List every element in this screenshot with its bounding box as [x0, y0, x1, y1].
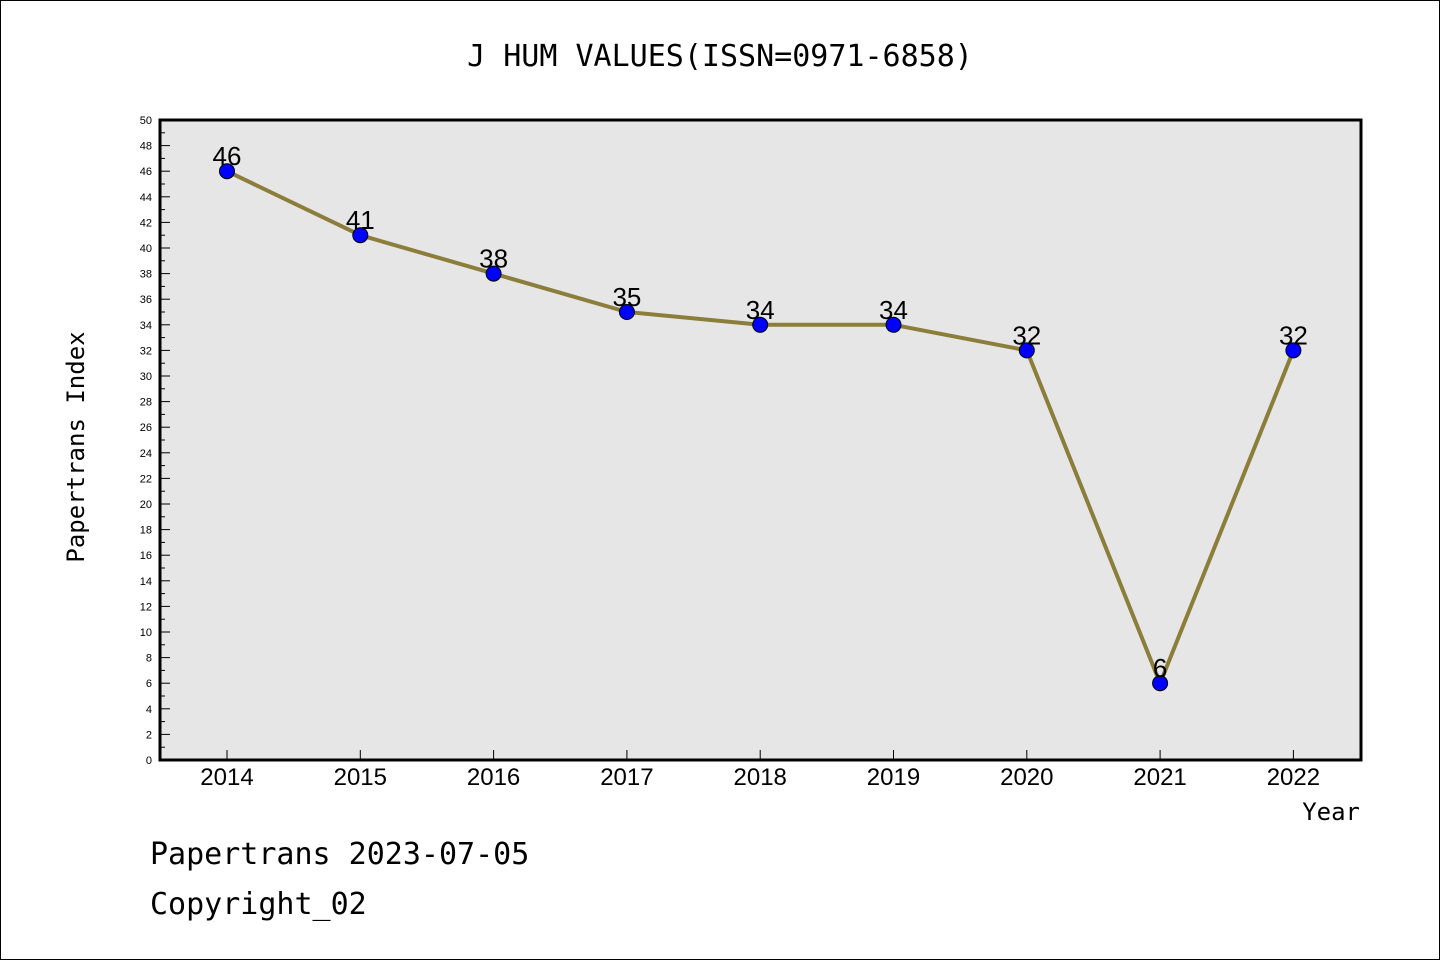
y-tick-label: 32 [140, 345, 152, 357]
footer-date: Papertrans 2023-07-05 [150, 837, 529, 872]
y-tick-label: 30 [140, 371, 152, 383]
data-label: 32 [1012, 320, 1041, 350]
y-tick-label: 26 [140, 422, 152, 434]
data-point [618, 304, 635, 320]
data-label: 46 [213, 141, 242, 171]
x-axis-label: Year [1302, 798, 1360, 826]
x-tick-label: 2015 [334, 764, 387, 791]
plot-border [158, 118, 1363, 762]
y-tick-label: 0 [146, 755, 152, 767]
data-point [1152, 675, 1169, 692]
data-point [485, 265, 502, 282]
y-tick-label: 6 [146, 678, 152, 690]
y-tick-label: 44 [140, 192, 152, 204]
y-tick-label: 40 [140, 243, 152, 255]
y-tick-label: 2 [146, 729, 152, 741]
y-tick-label: 42 [140, 217, 152, 229]
footer-copyright: Copyright_02 [150, 887, 367, 922]
x-tick-label: 2014 [200, 764, 253, 791]
x-tick-label: 2021 [1133, 764, 1186, 791]
x-tick-label: 2017 [600, 764, 653, 791]
y-tick-label: 20 [140, 499, 152, 511]
y-tick-label: 22 [140, 473, 152, 485]
y-tick-label: 18 [140, 525, 152, 537]
data-label: 38 [479, 244, 508, 274]
data-point [219, 163, 235, 180]
y-tick-label: 34 [140, 320, 152, 332]
y-tick-label: 4 [146, 704, 152, 716]
y-tick-label: 14 [140, 576, 152, 588]
y-tick-label: 10 [140, 627, 152, 639]
y-tick-label: 28 [140, 397, 152, 409]
y-axis: 0246810121416182022242628303234363840424… [140, 115, 170, 767]
x-tick-label: 2022 [1267, 764, 1320, 791]
y-tick-label: 12 [140, 601, 152, 613]
data-label: 34 [879, 295, 908, 325]
y-tick-label: 36 [140, 294, 152, 306]
data-label: 32 [1279, 320, 1308, 350]
x-axis: 2014 2015 2016 2017 2018 2019 2020 2021 2022 [200, 750, 1320, 791]
x-tick-label: 2020 [1000, 764, 1053, 791]
data-label: 41 [346, 205, 375, 235]
data-point [885, 316, 902, 333]
data-label: 35 [612, 282, 641, 312]
y-tick-label: 46 [140, 166, 152, 178]
y-tick-label: 8 [146, 653, 152, 665]
x-tick-label: 2016 [467, 764, 520, 791]
data-point [1018, 342, 1035, 359]
x-tick-label: 2018 [734, 764, 787, 791]
data-label: 6 [1153, 653, 1167, 683]
y-tick-label: 48 [140, 141, 152, 153]
y-tick-label: 24 [140, 448, 152, 460]
x-tick-label: 2019 [867, 764, 920, 791]
y-axis-label: Papertrans Index [62, 331, 90, 562]
plot-area [160, 120, 1361, 760]
chart-title: J HUM VALUES(ISSN=0971-6858) [467, 39, 973, 74]
data-label: 34 [746, 295, 775, 325]
data-point [752, 316, 769, 333]
series-group: 46 41 38 35 34 34 32 6 32 [213, 141, 1308, 692]
y-tick-label: 16 [140, 550, 152, 562]
y-tick-label: 50 [140, 115, 152, 127]
data-point [352, 227, 369, 244]
data-point [1285, 342, 1302, 359]
y-tick-label: 38 [140, 269, 152, 281]
